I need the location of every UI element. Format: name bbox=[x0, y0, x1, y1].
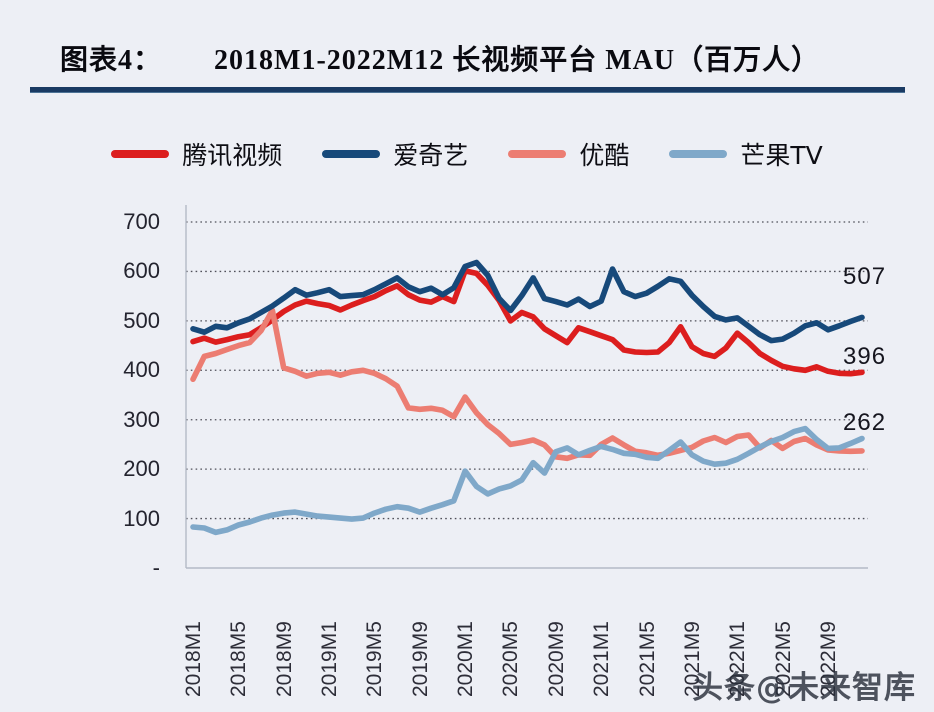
legend-item-3: 优酷 bbox=[508, 136, 629, 172]
page-title: 2018M1-2022M12 长视频平台 MAU（百万人） bbox=[214, 45, 821, 76]
x-tick-label: 2021M1 bbox=[590, 621, 614, 697]
legend-item-2: 爱奇艺 bbox=[322, 136, 468, 172]
title-underline bbox=[30, 87, 905, 93]
x-tick-label: 2019M5 bbox=[363, 621, 387, 697]
y-tick-label: 300 bbox=[123, 406, 160, 432]
x-tick-label: 2019M9 bbox=[408, 621, 432, 697]
x-tick-label: 2020M5 bbox=[499, 621, 523, 697]
series-line-1 bbox=[190, 268, 865, 377]
legend-item-4: 芒果TV bbox=[669, 136, 823, 172]
series-end-value-label: 396 bbox=[843, 343, 887, 371]
chart-legend: 腾讯视频 爱奇艺 优酷 芒果TV bbox=[0, 136, 934, 172]
legend-line-swatch bbox=[322, 150, 381, 158]
legend-line-swatch bbox=[508, 150, 567, 158]
series-end-value-label: 262 bbox=[843, 409, 887, 437]
legend-line-swatch bbox=[111, 150, 170, 158]
x-tick-label: 2018M9 bbox=[272, 621, 296, 697]
legend-label: 腾讯视频 bbox=[182, 141, 283, 170]
legend-line-swatch bbox=[669, 150, 728, 158]
watermark: 头条@未来智库 bbox=[692, 670, 916, 706]
x-tick-label: 2020M1 bbox=[454, 621, 478, 697]
y-tick-label: 700 bbox=[123, 209, 160, 234]
y-tick-label: 500 bbox=[123, 307, 160, 333]
series-line-4 bbox=[190, 425, 865, 536]
y-tick-label: 400 bbox=[123, 357, 160, 383]
x-tick-label: 2018M1 bbox=[182, 621, 205, 697]
series-end-value-label: 507 bbox=[843, 263, 887, 291]
legend-label: 芒果TV bbox=[740, 141, 823, 170]
series-line-3 bbox=[190, 307, 865, 462]
legend-label: 优酷 bbox=[579, 141, 630, 170]
legend-label: 爱奇艺 bbox=[393, 141, 469, 170]
series-line-2 bbox=[190, 259, 865, 344]
x-tick-label: 2021M5 bbox=[635, 621, 659, 697]
x-tick-label: 2019M1 bbox=[318, 621, 342, 697]
x-tick-label: 2020M9 bbox=[544, 621, 568, 697]
x-tick-label: 2018M5 bbox=[227, 621, 251, 697]
y-tick-label: 100 bbox=[123, 505, 160, 531]
legend-item-1: 腾讯视频 bbox=[111, 136, 282, 172]
y-tick-label: 200 bbox=[123, 456, 160, 482]
chart-header: 图表4： 2018M1-2022M12 长视频平台 MAU（百万人） bbox=[60, 38, 904, 78]
y-tick-label: 600 bbox=[123, 258, 160, 284]
y-tick-label: - bbox=[152, 555, 160, 580]
figure-number-label: 图表4： bbox=[60, 45, 163, 76]
